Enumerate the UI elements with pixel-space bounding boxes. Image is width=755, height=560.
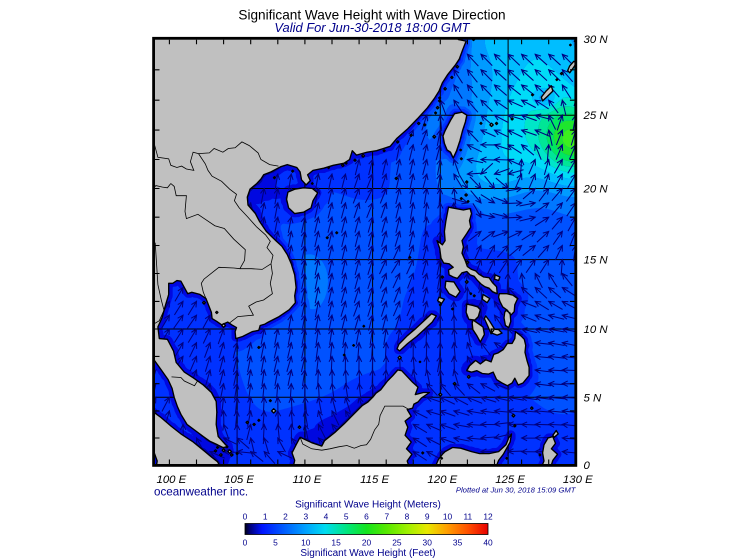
svg-text:100 E: 100 E	[157, 474, 187, 486]
svg-text:Valid For Jun-30-2018 18:00 GM: Valid For Jun-30-2018 18:00 GMT	[274, 20, 470, 35]
svg-text:5: 5	[273, 538, 278, 548]
svg-text:Significant Wave Height (Meter: Significant Wave Height (Meters)	[295, 500, 441, 511]
svg-text:7: 7	[384, 512, 389, 522]
svg-text:9: 9	[425, 512, 430, 522]
svg-text:15 N: 15 N	[584, 255, 609, 267]
svg-text:35: 35	[453, 538, 463, 548]
svg-text:Plotted at Jun 30, 2018 15:09: Plotted at Jun 30, 2018 15:09 GMT	[456, 486, 577, 495]
svg-text:10: 10	[301, 538, 311, 548]
svg-text:130 E: 130 E	[563, 474, 593, 486]
svg-text:110 E: 110 E	[292, 474, 321, 486]
svg-text:2: 2	[283, 512, 288, 522]
svg-text:20: 20	[362, 538, 372, 548]
svg-text:40: 40	[483, 538, 493, 548]
svg-text:25 N: 25 N	[583, 110, 609, 122]
svg-text:5 N: 5 N	[584, 392, 602, 404]
svg-text:8: 8	[405, 512, 410, 522]
svg-text:1: 1	[263, 512, 268, 522]
svg-text:105 E: 105 E	[224, 474, 254, 486]
svg-text:12: 12	[483, 512, 493, 522]
svg-text:4: 4	[324, 512, 329, 522]
svg-text:10: 10	[443, 512, 453, 522]
svg-text:30: 30	[423, 538, 433, 548]
svg-text:15: 15	[331, 538, 341, 548]
svg-text:oceanweather inc.: oceanweather inc.	[154, 486, 248, 499]
svg-text:Significant Wave Height (Feet): Significant Wave Height (Feet)	[300, 548, 435, 559]
svg-text:3: 3	[303, 512, 308, 522]
svg-text:5: 5	[344, 512, 349, 522]
svg-text:10 N: 10 N	[584, 324, 609, 336]
svg-text:11: 11	[463, 512, 472, 522]
svg-text:0: 0	[243, 512, 248, 522]
svg-text:Significant Wave Height with W: Significant Wave Height with Wave Direct…	[238, 8, 505, 23]
svg-text:120 E: 120 E	[427, 474, 457, 486]
svg-text:6: 6	[364, 512, 369, 522]
svg-text:20 N: 20 N	[583, 184, 609, 196]
svg-text:25: 25	[392, 538, 402, 548]
svg-text:30 N: 30 N	[584, 34, 609, 46]
svg-text:0: 0	[243, 538, 248, 548]
svg-text:0: 0	[584, 460, 591, 472]
svg-text:125 E: 125 E	[495, 474, 525, 486]
svg-text:115 E: 115 E	[360, 474, 389, 486]
